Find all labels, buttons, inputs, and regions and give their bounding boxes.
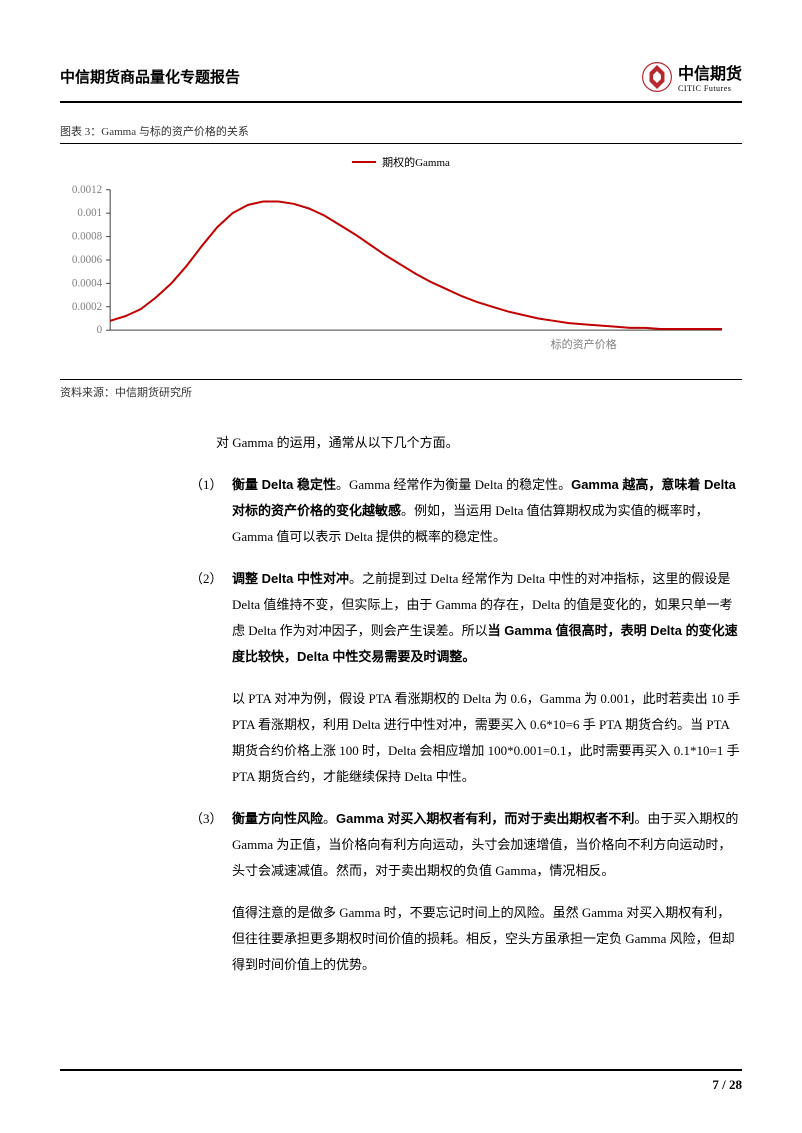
svg-text:0.0008: 0.0008 [72, 231, 103, 243]
logo-chinese: 中信期货 [678, 60, 742, 84]
svg-text:0.0012: 0.0012 [72, 184, 102, 196]
report-title: 中信期货商品量化专题报告 [60, 66, 240, 87]
chart-caption-text: Gamma 与标的资产价格的关系 [101, 126, 249, 138]
svg-text:0.001: 0.001 [77, 207, 102, 219]
numbered-list: （1）衡量 Delta 稳定性。Gamma 经常作为衡量 Delta 的稳定性。… [190, 472, 742, 978]
chart-svg: 0 0.0002 0.0004 0.0006 0.0008 0.001 0.0012 标的资产… [60, 170, 742, 370]
list-paragraph: 调整 Delta 中性对冲。之前提到过 Delta 经常作为 Delta 中性的… [232, 566, 742, 670]
sub-paragraph: 以 PTA 对冲为例，假设 PTA 看涨期权的 Delta 为 0.6，Gamm… [232, 686, 742, 790]
bold-lead: 调整 Delta 中性对冲 [232, 571, 349, 586]
svg-text:0.0002: 0.0002 [72, 301, 102, 313]
chart-caption: 图表 3：Gamma 与标的资产价格的关系 [60, 123, 742, 139]
page-total: 28 [729, 1077, 742, 1092]
page-header: 中信期货商品量化专题报告 中信期货 CITIC Futures [60, 60, 742, 103]
legend-swatch [352, 161, 376, 163]
list-number: （2） [190, 566, 232, 790]
logo-english: CITIC Futures [678, 84, 742, 93]
body-content: 对 Gamma 的运用，通常从以下几个方面。 （1）衡量 Delta 稳定性。G… [60, 430, 742, 978]
legend-label: 期权的Gamma [382, 154, 450, 170]
list-body: 调整 Delta 中性对冲。之前提到过 Delta 经常作为 Delta 中性的… [232, 566, 742, 790]
list-item: （2）调整 Delta 中性对冲。之前提到过 Delta 经常作为 Delta … [190, 566, 742, 790]
list-number: （3） [190, 806, 232, 978]
brand-logo: 中信期货 CITIC Futures [642, 60, 742, 93]
list-number: （1） [190, 472, 232, 550]
bold-lead: 衡量方向性风险 [232, 811, 323, 826]
list-paragraph: 衡量 Delta 稳定性。Gamma 经常作为衡量 Delta 的稳定性。Gam… [232, 472, 742, 550]
chart-source: 资料来源：中信期货研究所 [60, 379, 742, 400]
svg-text:标的资产价格: 标的资产价格 [551, 337, 617, 351]
chart-legend: 期权的Gamma [60, 154, 742, 170]
citic-logo-icon [642, 62, 672, 92]
list-item: （1）衡量 Delta 稳定性。Gamma 经常作为衡量 Delta 的稳定性。… [190, 472, 742, 550]
bold-mid: Gamma 对买入期权者有利，而对于卖出期权者不利 [336, 811, 634, 826]
logo-text-wrapper: 中信期货 CITIC Futures [678, 60, 742, 93]
text-part: 。 [323, 811, 336, 826]
svg-text:0.0006: 0.0006 [72, 254, 103, 266]
list-item: （3）衡量方向性风险。Gamma 对买入期权者有利，而对于卖出期权者不利。由于买… [190, 806, 742, 978]
page-footer: 7 / 28 [60, 1069, 742, 1093]
bold-lead: 衡量 Delta 稳定性 [232, 477, 336, 492]
gamma-chart: 期权的Gamma 00.00020.00040.00060.00080.0010… [60, 143, 742, 375]
intro-paragraph: 对 Gamma 的运用，通常从以下几个方面。 [190, 430, 742, 456]
svg-text:0: 0 [97, 324, 103, 336]
text-part: 。Gamma 经常作为衡量 Delta 的稳定性。 [336, 477, 571, 492]
list-body: 衡量 Delta 稳定性。Gamma 经常作为衡量 Delta 的稳定性。Gam… [232, 472, 742, 550]
sub-paragraph: 值得注意的是做多 Gamma 时，不要忘记时间上的风险。虽然 Gamma 对买入… [232, 900, 742, 978]
chart-caption-prefix: 图表 3： [60, 126, 101, 138]
list-paragraph: 衡量方向性风险。Gamma 对买入期权者有利，而对于卖出期权者不利。由于买入期权… [232, 806, 742, 884]
page-sep: / [719, 1077, 729, 1092]
list-body: 衡量方向性风险。Gamma 对买入期权者有利，而对于卖出期权者不利。由于买入期权… [232, 806, 742, 978]
svg-text:0.0004: 0.0004 [72, 277, 103, 289]
